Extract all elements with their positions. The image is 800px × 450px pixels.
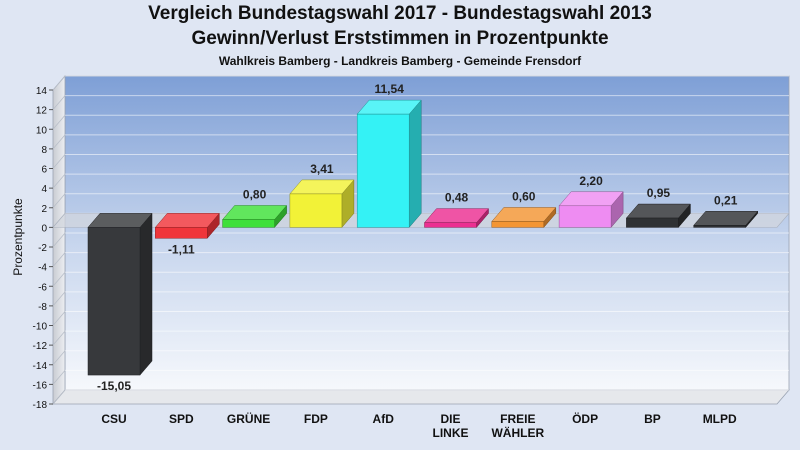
y-tick-label: 14 xyxy=(36,86,48,97)
value-label: 11,54 xyxy=(375,82,405,96)
x-tick-label: FREIE xyxy=(500,412,535,426)
y-tick-label: -8 xyxy=(38,302,47,313)
bar-fdp xyxy=(289,179,355,229)
y-tick-label: 6 xyxy=(41,165,47,176)
bar-front xyxy=(491,221,545,228)
grid-side-line xyxy=(52,252,66,267)
grid-side-line xyxy=(52,193,66,209)
y-axis-label: Prozentpunkte xyxy=(11,198,25,276)
x-tick-label: ÖDP xyxy=(572,411,598,426)
bar-front xyxy=(356,113,410,228)
bar-front xyxy=(558,205,612,228)
bar-side xyxy=(139,212,153,376)
bar-afd xyxy=(356,99,422,229)
x-tick-label: BP xyxy=(644,412,661,426)
y-tick-label: -10 xyxy=(33,322,48,333)
x-tick-label: LINKE xyxy=(433,426,469,440)
x-tick-label: WÄHLER xyxy=(491,425,544,440)
plot-floor xyxy=(52,389,790,405)
x-tick-label: GRÜNE xyxy=(227,411,270,426)
y-tick-label: -4 xyxy=(38,263,47,274)
grid-side-line xyxy=(52,370,66,385)
grid-side-line xyxy=(52,271,66,287)
grid-side-line xyxy=(52,330,66,346)
bar-grüne xyxy=(222,204,288,229)
y-tick-label: -16 xyxy=(33,380,48,391)
y-tick-label: -2 xyxy=(38,243,47,254)
bar-die-linke xyxy=(423,207,490,229)
grid-side-line xyxy=(52,114,66,130)
bar-side xyxy=(408,99,422,229)
bar-front xyxy=(289,193,343,228)
bar-front xyxy=(222,219,275,228)
y-tick-label: 2 xyxy=(41,204,47,215)
grid-side-line xyxy=(52,173,66,189)
bar-front xyxy=(424,222,477,228)
y-tick-label: 8 xyxy=(41,145,47,156)
y-tick-label: -18 xyxy=(33,400,48,411)
bar-freie-wähler xyxy=(491,206,557,229)
grid-side-line xyxy=(52,350,66,366)
y-tick-label: 4 xyxy=(41,184,47,195)
value-label: 2,20 xyxy=(579,174,603,188)
bar-front xyxy=(155,227,208,239)
x-tick-label: MLPD xyxy=(703,412,737,426)
bar-front xyxy=(693,225,746,228)
bar-csu xyxy=(87,212,153,376)
y-tick-label: 12 xyxy=(36,106,48,117)
value-label: -15,05 xyxy=(97,379,131,393)
grid-side-line xyxy=(52,154,66,169)
bar-bp xyxy=(625,203,691,229)
value-label: -1,11 xyxy=(168,242,195,256)
chart-title-line-2: Gewinn/Verlust Erststimmen in Prozentpun… xyxy=(191,28,609,49)
y-tick-label: -14 xyxy=(33,361,48,372)
y-tick-label: -6 xyxy=(38,282,47,293)
grid-side-line xyxy=(52,389,66,405)
y-tick-label: 10 xyxy=(36,125,48,136)
bar-spd xyxy=(154,212,220,239)
bar-mlpd xyxy=(693,210,759,229)
chart-title-line-1: Vergleich Bundestagswahl 2017 - Bundesta… xyxy=(148,3,652,24)
value-label: 0,21 xyxy=(714,193,738,207)
grid-side-line xyxy=(52,311,66,326)
grid-side-line xyxy=(52,95,66,110)
value-label: 0,60 xyxy=(512,189,536,203)
chart-subtitle: Wahlkreis Bamberg - Landkreis Bamberg - … xyxy=(218,54,582,68)
bar-front xyxy=(87,227,141,376)
x-tick-label: FDP xyxy=(304,412,328,426)
x-tick-label: SPD xyxy=(169,412,194,426)
grid-side-line xyxy=(52,75,66,91)
value-label: 3,41 xyxy=(310,162,334,176)
value-label: 0,95 xyxy=(647,186,671,200)
y-tick-label: -12 xyxy=(33,341,48,352)
value-label: 0,80 xyxy=(243,188,267,202)
grid-side-line xyxy=(52,291,66,307)
x-tick-label: CSU xyxy=(101,412,126,426)
value-label: 0,48 xyxy=(445,191,469,205)
bar-ödp xyxy=(558,191,624,229)
grid-side-line xyxy=(52,232,66,248)
x-tick-label: AfD xyxy=(373,412,395,426)
y-tick-label: 0 xyxy=(41,223,47,234)
bar-front xyxy=(626,217,679,228)
x-tick-label: DIE xyxy=(440,412,460,426)
grid-side-line xyxy=(52,134,66,150)
